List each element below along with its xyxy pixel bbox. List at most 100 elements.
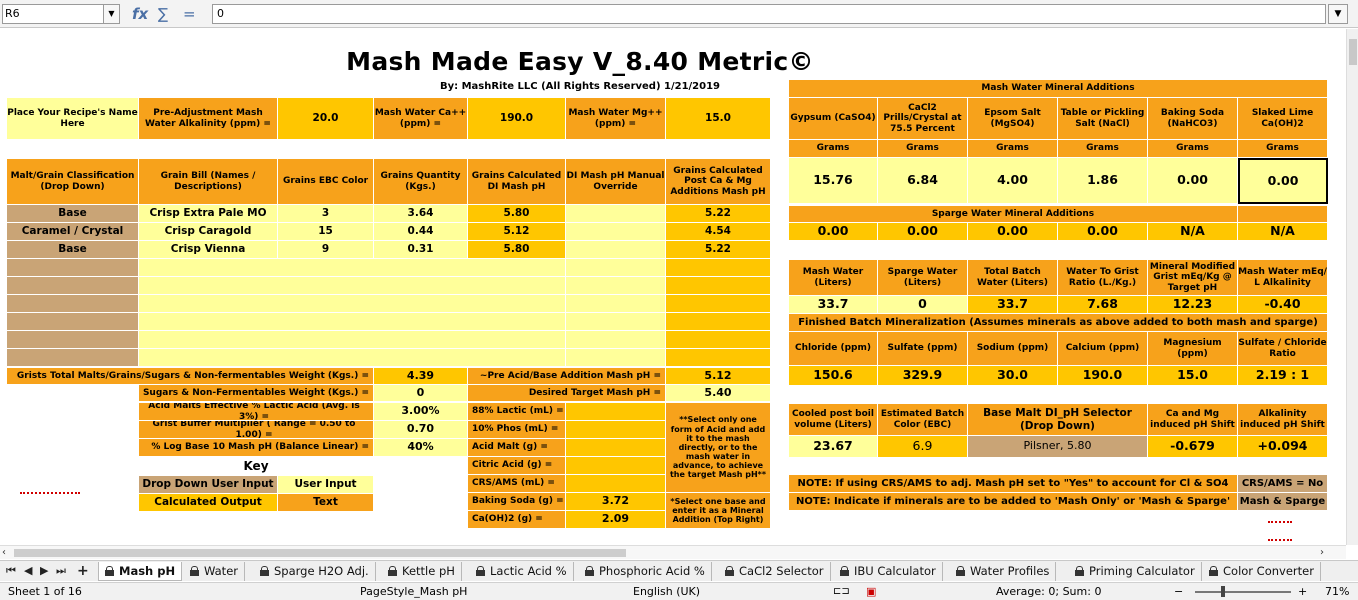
mineral-value-gypsum[interactable]: 15.76 [789,158,878,204]
grain-override-empty[interactable] [566,259,666,277]
grain-name[interactable]: Crisp Vienna [139,241,278,259]
tab-priming[interactable]: Priming Calculator [1069,562,1202,581]
finished-value: 190.0 [1058,366,1148,386]
magnesium-value[interactable]: 15.0 [666,98,771,140]
grain-qty[interactable]: 0.31 [374,241,468,259]
grain-override-empty[interactable] [566,349,666,367]
grain-override[interactable] [566,205,666,223]
tab-kettle[interactable]: Kettle pH [382,562,462,581]
lactic-effective-value[interactable]: 3.00% [374,403,468,421]
tab-water-profiles[interactable]: Water Profiles [950,562,1057,581]
language[interactable]: English (UK) [633,585,701,598]
mineral-value-salt[interactable]: 1.86 [1058,158,1148,204]
add-sheet-icon[interactable]: + [77,563,89,579]
grain-ebc[interactable]: 9 [278,241,374,259]
page-style[interactable]: PageStyle_Mash pH [360,585,468,598]
last-sheet-icon[interactable]: ⏭ [56,564,66,577]
sum-icon[interactable]: ∑ [158,5,169,23]
tab-lactic[interactable]: Lactic Acid % [470,562,574,581]
prev-sheet-icon[interactable]: ◀ [24,564,33,577]
tab-water[interactable]: Water [184,562,245,581]
grain-row-empty[interactable] [139,277,566,295]
mineral-value-baking-soda[interactable]: 0.00 [1148,158,1238,204]
sheet-tab-bar: ⏮ ◀ ▶ ⏭ + Mash pH Water Sparge H2O Adj. … [0,560,1358,581]
expand-formula-icon[interactable]: ▼ [1328,4,1348,24]
grain-class-empty[interactable] [7,313,139,331]
grain-override[interactable] [566,223,666,241]
sparge-value: N/A [1238,223,1328,241]
grain-class-empty[interactable] [7,277,139,295]
grain-header-override: DI Mash pH Manual Override [566,159,666,205]
grain-row-empty[interactable] [139,259,566,277]
horizontal-scrollbar[interactable]: ‹ › [0,545,1346,559]
zoom-level[interactable]: 71% [1325,585,1350,598]
grain-class-empty[interactable] [7,295,139,313]
first-sheet-icon[interactable]: ⏮ [6,564,16,577]
grain-qty[interactable]: 0.44 [374,223,468,241]
buffer-multiplier-value[interactable]: 0.70 [374,421,468,439]
tab-cacl2[interactable]: CaCl2 Selector [719,562,831,581]
grain-class[interactable]: Base [7,241,139,259]
grain-class-empty[interactable] [7,331,139,349]
alkalinity-value[interactable]: 20.0 [278,98,374,140]
mineral-value-cacl2[interactable]: 6.84 [878,158,968,204]
target-ph-value[interactable]: 5.40 [666,385,771,402]
grain-class[interactable]: Base [7,205,139,223]
grain-row-empty[interactable] [139,295,566,313]
tab-mash-ph[interactable]: Mash pH [98,562,183,581]
next-sheet-icon[interactable]: ▶ [40,564,49,577]
grain-row-empty[interactable] [139,313,566,331]
tab-sparge[interactable]: Sparge H2O Adj. [254,562,376,581]
selection-mode-icon[interactable]: ⊏⊐ [833,586,850,597]
grain-name[interactable]: Crisp Extra Pale MO [139,205,278,223]
zoom-in-icon[interactable]: + [1298,585,1308,598]
mash-sparge-selector[interactable]: Mash & Sparge [1238,493,1328,511]
grain-class-empty[interactable] [7,259,139,277]
recipe-name-cell[interactable]: Place Your Recipe's Name Here [7,98,139,140]
grain-override-empty[interactable] [566,331,666,349]
mineral-header-slaked-lime: Slaked Lime Ca(OH)2 [1238,98,1328,140]
crs-selector[interactable]: CRS/AMS = No [1238,475,1328,493]
grain-ebc[interactable]: 15 [278,223,374,241]
water-value[interactable]: 33.7 [789,296,878,314]
formula-icon[interactable]: = [183,5,196,23]
base-malt-selector[interactable]: Pilsner, 5.80 [968,436,1148,458]
grain-ebc[interactable]: 3 [278,205,374,223]
scroll-right-icon[interactable]: › [1320,547,1324,558]
tab-color-converter[interactable]: Color Converter [1203,562,1321,581]
scroll-thumb[interactable] [14,549,626,557]
name-box[interactable]: R6 ▼ [2,4,120,24]
grain-row-empty[interactable] [139,349,566,367]
grain-override-empty[interactable] [566,295,666,313]
grain-class-empty[interactable] [7,349,139,367]
extras-value-volume[interactable]: 23.67 [789,436,878,458]
sugars-value[interactable]: 0 [374,385,468,402]
mineral-value-slaked-lime[interactable]: 0.00 [1238,158,1328,204]
vertical-scrollbar[interactable] [1346,29,1358,545]
acid-value [566,403,666,421]
tab-phosphoric[interactable]: Phosphoric Acid % [579,562,712,581]
grain-name[interactable]: Crisp Caragold [139,223,278,241]
grain-qty[interactable]: 3.64 [374,205,468,223]
spreadsheet-grid[interactable]: Mash Made Easy V_8.40 Metric© By: MashRi… [0,29,1346,545]
formula-input[interactable]: 0 [212,4,1326,24]
finished-value: 150.6 [789,366,878,386]
tab-ibu[interactable]: IBU Calculator [834,562,943,581]
zoom-slider[interactable] [1195,591,1291,593]
calcium-value[interactable]: 190.0 [468,98,566,140]
log-base-value[interactable]: 40% [374,439,468,457]
mineral-value-epsom[interactable]: 4.00 [968,158,1058,204]
water-value[interactable]: 0 [878,296,968,314]
grain-override-empty[interactable] [566,277,666,295]
scroll-left-icon[interactable]: ‹ [2,547,6,558]
grain-class[interactable]: Caramel / Crystal [7,223,139,241]
scroll-thumb[interactable] [1349,39,1357,65]
zoom-slider-handle[interactable] [1221,586,1225,597]
lock-icon [840,566,849,576]
chevron-down-icon[interactable]: ▼ [103,5,119,23]
grain-override-empty[interactable] [566,313,666,331]
function-wizard-icon[interactable]: fx [132,5,149,23]
grain-row-empty[interactable] [139,331,566,349]
zoom-out-icon[interactable]: − [1174,585,1184,598]
grain-override[interactable] [566,241,666,259]
